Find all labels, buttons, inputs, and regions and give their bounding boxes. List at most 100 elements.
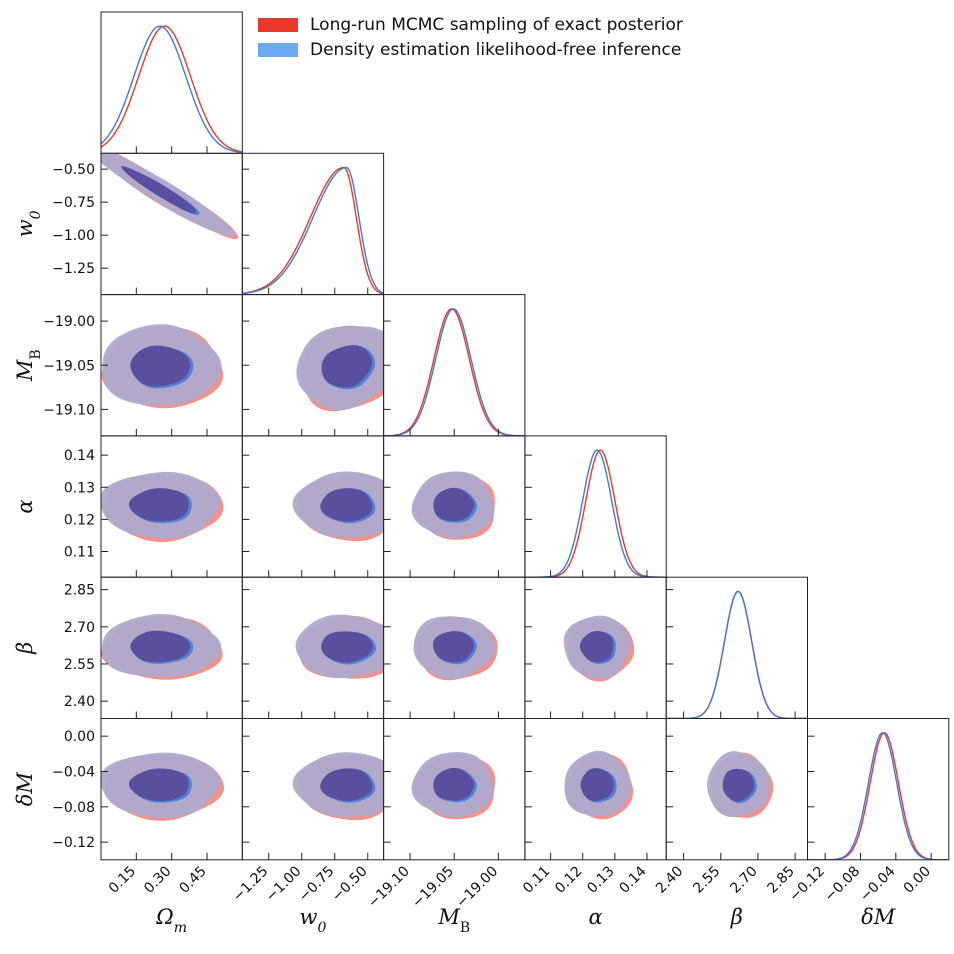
panel-content	[411, 752, 496, 820]
panel-β-vs-Ωm: 2.40 2.55 2.70 2.85 β	[13, 576, 243, 720]
marginal-mcmc-β	[666, 590, 808, 719]
contour-68-mcmc	[579, 630, 614, 663]
y-axis-label-β: β	[13, 642, 37, 655]
panel-frame	[807, 718, 950, 861]
contour-68-mcmc	[722, 768, 755, 802]
legend-label-dle: Density estimation likelihood-free infer…	[310, 39, 682, 60]
y-tick-label: −1.00	[52, 228, 95, 244]
x-tick-label: 0.45	[176, 863, 209, 896]
y-tick-label: −0.08	[52, 800, 95, 816]
panel-δM-vs-Ωm: 0.15 0.30 0.45 Ωm −0.12 −0.08 −0.04 0.00 δM	[13, 718, 243, 936]
panel-MB-vs-MB	[383, 294, 526, 437]
x-tick-label: −0.04	[857, 863, 899, 905]
x-tick-label: −0.75	[296, 863, 338, 905]
panel-Ωm-vs-Ωm	[100, 11, 243, 154]
contour-68-mcmc	[433, 767, 474, 801]
panel-content	[707, 751, 774, 818]
panel-content	[292, 471, 384, 542]
contour-68-mcmc	[130, 345, 190, 387]
panel-α-vs-α	[524, 435, 667, 578]
panel-content	[101, 324, 224, 409]
contour-68-mcmc	[433, 487, 475, 522]
marginal-dle-α	[524, 449, 667, 578]
y-tick-label: 0.11	[64, 545, 95, 561]
y-tick-label: 0.00	[64, 729, 95, 745]
x-axis-label-δM: δM	[861, 905, 896, 929]
panel-δM-vs-α: 0.110.120.130.14 α	[520, 718, 667, 929]
panel-frame	[100, 11, 243, 154]
x-tick-label: 0.13	[584, 863, 617, 896]
panel-α-vs-w0	[241, 435, 385, 578]
contour-68-mcmc	[320, 488, 373, 522]
legend-swatch-dle	[258, 42, 298, 57]
panel-frame	[241, 152, 385, 296]
panel-α-vs-Ωm: 0.11 0.12 0.13 0.14 α	[13, 435, 243, 578]
y-tick-label: −0.50	[52, 162, 95, 178]
x-tick-label: 0.14	[616, 863, 649, 896]
contour-68-mcmc	[321, 631, 373, 663]
x-tick-label: 2.55	[690, 863, 723, 896]
panel-β-vs-α	[524, 576, 667, 720]
panel-MB-vs-Ωm: −19.10 −19.05 −19.00 MB	[13, 294, 243, 437]
contour-68-mcmc	[321, 345, 372, 388]
y-axis-label-α: α	[13, 499, 37, 513]
marginal-mcmc-MB	[383, 308, 525, 436]
panel-β-vs-MB	[383, 576, 526, 720]
y-tick-label: 0.14	[64, 448, 95, 464]
x-tick-label: 0.15	[106, 863, 139, 896]
y-axis-label-w0: w0	[13, 210, 44, 237]
panel-content	[413, 616, 498, 681]
x-tick-label: 2.40	[653, 863, 686, 896]
y-tick-label: −0.12	[52, 835, 95, 851]
y-tick-label: 0.13	[64, 480, 95, 496]
y-tick-label: −19.10	[43, 402, 95, 418]
contour-68-mcmc	[320, 768, 373, 801]
contour-68-mcmc	[433, 631, 474, 663]
x-tick-label: 0.30	[141, 863, 174, 896]
legend-item-dle: Density estimation likelihood-free infer…	[258, 37, 683, 62]
marginal-dle-δM	[807, 732, 949, 860]
panel-content	[383, 308, 525, 436]
x-tick-label: 0.00	[901, 863, 934, 896]
y-axis-label-δM: δM	[13, 772, 37, 807]
marginal-dle-β	[666, 590, 808, 719]
panel-content	[101, 752, 224, 821]
panel-frame	[665, 576, 809, 720]
x-tick-label: −0.50	[329, 863, 371, 905]
legend-item-mcmc: Long-run MCMC sampling of exact posterio…	[258, 12, 683, 37]
marginal-dle-Ωm	[101, 25, 243, 154]
marginal-mcmc-w0	[242, 166, 384, 295]
y-tick-label: 2.85	[64, 583, 95, 599]
y-tick-label: 2.70	[64, 620, 95, 636]
panel-content	[242, 166, 384, 295]
x-tick-label: −19.00	[453, 863, 501, 911]
panel-content	[564, 750, 634, 820]
panel-β-vs-β	[665, 576, 809, 720]
x-tick-label: 2.70	[727, 863, 760, 896]
panel-content	[807, 732, 949, 860]
panel-frame	[383, 294, 526, 437]
legend-label-mcmc: Long-run MCMC sampling of exact posterio…	[310, 14, 683, 35]
x-axis-label-β: β	[730, 905, 743, 929]
y-tick-label: −1.25	[52, 261, 95, 277]
panel-β-vs-w0	[241, 576, 385, 720]
x-tick-label: 0.11	[520, 863, 553, 896]
y-tick-label: −0.04	[52, 764, 95, 780]
y-tick-label: 0.12	[64, 512, 95, 528]
marginal-mcmc-δM	[807, 732, 949, 860]
marginal-mcmc-α	[524, 449, 667, 578]
panel-α-vs-MB	[383, 435, 526, 578]
x-axis-label-Ωm: Ωm	[155, 905, 187, 936]
legend: Long-run MCMC sampling of exact posterio…	[258, 12, 683, 62]
y-tick-label: 2.40	[64, 694, 95, 710]
y-tick-label: −19.00	[43, 314, 95, 330]
panel-MB-vs-w0	[241, 294, 385, 437]
contour-68-mcmc	[121, 166, 197, 214]
x-tick-label: −1.00	[263, 863, 305, 905]
contour-68-mcmc	[580, 768, 614, 801]
legend-swatch-mcmc	[258, 17, 298, 32]
x-axis-label-α: α	[588, 905, 602, 929]
